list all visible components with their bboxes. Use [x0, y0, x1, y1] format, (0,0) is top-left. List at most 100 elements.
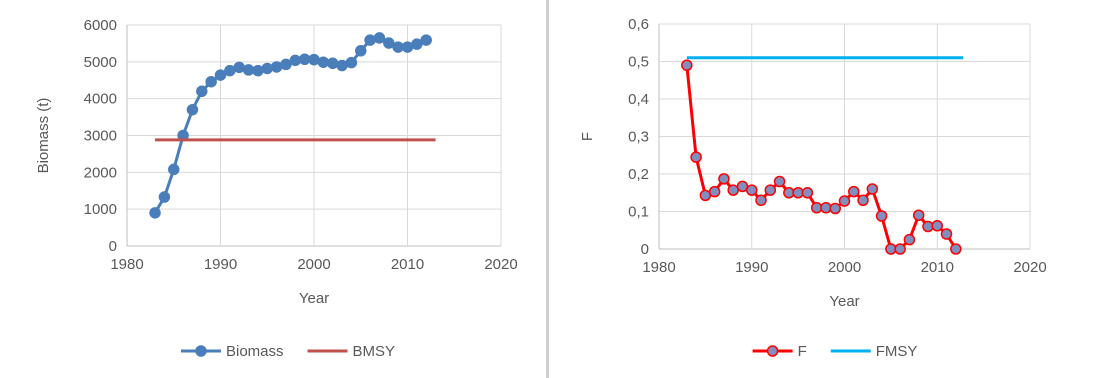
panel-divider — [546, 0, 549, 378]
y-axis-title: Biomass (t) — [35, 98, 52, 174]
data-point-biomass — [336, 59, 348, 72]
data-point-f — [746, 184, 758, 196]
data-point-f — [885, 243, 897, 255]
x-tick-label: 2020 — [484, 256, 517, 273]
y-tick-label: 0,3 — [628, 129, 649, 146]
data-point-biomass — [373, 32, 386, 44]
x-tick-label: 2000 — [828, 259, 861, 276]
data-point-biomass — [168, 163, 180, 176]
y-tick-label: 0 — [109, 238, 117, 255]
data-point-biomass — [261, 62, 273, 75]
y-tick-label: 0,4 — [628, 91, 649, 108]
data-point-biomass — [280, 58, 292, 71]
series-line-f — [685, 65, 958, 251]
data-point-biomass — [289, 54, 302, 67]
fishing-mortality-chart: 0 0,1 0,2 0,3 0,4 0,5 0,6 1980 1990 2000 2010 2020 Y… — [579, 16, 1047, 360]
data-point-biomass — [355, 45, 367, 57]
data-point-biomass — [317, 56, 330, 68]
data-point-biomass — [308, 53, 320, 66]
data-point-biomass — [270, 61, 283, 73]
y-tick-label: 6000 — [84, 17, 117, 34]
data-point-biomass — [411, 38, 423, 50]
data-point-f — [718, 173, 730, 185]
data-point-f — [875, 210, 888, 222]
data-point-f — [699, 189, 712, 202]
y-tick-label: 0,6 — [628, 16, 649, 33]
legend-item-biomass: Biomass — [180, 343, 284, 360]
y-tick-label: 5000 — [84, 54, 117, 71]
data-point-f — [950, 243, 962, 255]
data-point-f — [866, 183, 879, 195]
x-tick-label: 1990 — [735, 259, 768, 276]
y-tick-label: 4000 — [84, 91, 117, 108]
data-point-biomass — [298, 53, 311, 66]
x-tick-label: 1980 — [110, 256, 143, 273]
data-point-f — [727, 184, 739, 196]
x-tick-label: 2010 — [921, 259, 954, 276]
legend-label-f: F — [798, 343, 807, 360]
data-point-f — [755, 194, 767, 206]
y-tick-label: 3000 — [84, 128, 117, 145]
x-tick-label: 2010 — [391, 256, 424, 273]
data-point-biomass — [224, 64, 236, 77]
biomass-chart-panel: 0 1000 2000 3000 4000 5000 6000 1980 1990 2000 201… — [0, 0, 545, 378]
data-point-f — [838, 195, 851, 207]
data-point-f — [894, 243, 906, 255]
data-point-f — [708, 185, 721, 198]
data-point-biomass — [364, 34, 376, 46]
fishing-mortality-chart-panel: 0 0,1 0,2 0,3 0,4 0,5 0,6 1980 1990 2000 2010 2020 Y… — [550, 0, 1099, 378]
data-point-f — [801, 187, 814, 199]
legend-item-bmsy: BMSY — [307, 343, 396, 360]
data-point-f — [922, 220, 934, 233]
data-point-f — [690, 151, 702, 163]
legend-label-biomass: Biomass — [226, 343, 284, 360]
data-point-f — [829, 202, 841, 215]
data-point-f — [810, 202, 823, 214]
data-point-biomass — [392, 41, 404, 53]
y-tick-label: 2000 — [84, 164, 117, 181]
y-tick-label: 0,2 — [628, 166, 649, 183]
x-axis-title: Year — [299, 290, 329, 307]
y-tick-label: 0,1 — [628, 204, 649, 221]
legend-label-bmsy: BMSY — [353, 343, 396, 360]
data-point-biomass — [186, 103, 199, 116]
x-tick-label: 1990 — [204, 256, 237, 273]
data-point-biomass — [158, 191, 171, 203]
y-tick-label: 1000 — [84, 201, 117, 218]
data-point-f — [857, 194, 869, 206]
y-tick-label: 0,5 — [628, 54, 649, 71]
data-point-biomass — [196, 85, 208, 98]
biomass-chart: 0 1000 2000 3000 4000 5000 6000 1980 1990 2000 201… — [35, 17, 518, 360]
data-point-f — [783, 187, 795, 199]
data-point-biomass — [345, 56, 358, 69]
data-point-f — [848, 185, 860, 198]
data-point-f — [736, 180, 749, 193]
y-tick-label: 0 — [641, 241, 649, 258]
data-point-biomass — [401, 41, 414, 53]
data-point-f — [912, 209, 925, 221]
data-point-biomass — [383, 37, 395, 49]
data-point-biomass — [252, 64, 264, 77]
legend-label-fmsy: FMSY — [876, 343, 918, 360]
x-tick-label: 2000 — [297, 256, 330, 273]
data-point-f — [903, 233, 916, 246]
data-point-biomass — [242, 64, 255, 76]
data-point-biomass — [214, 69, 227, 81]
data-point-biomass — [205, 75, 217, 88]
x-axis-title: Year — [829, 293, 859, 310]
data-point-f — [681, 59, 693, 71]
x-tick-label: 1980 — [642, 259, 675, 276]
data-point-f — [931, 220, 943, 232]
data-point-biomass — [149, 207, 161, 219]
data-point-biomass — [233, 61, 245, 74]
legend-item-f: F — [752, 343, 807, 360]
data-point-f — [940, 228, 953, 240]
legend-marker-biomass — [195, 345, 207, 357]
data-point-f — [764, 184, 777, 196]
data-point-biomass — [326, 57, 339, 70]
data-point-f — [773, 175, 786, 188]
y-axis-title: F — [579, 132, 596, 141]
x-tick-label: 2020 — [1013, 259, 1046, 276]
data-point-f — [820, 202, 832, 214]
legend-marker-f — [766, 345, 779, 357]
